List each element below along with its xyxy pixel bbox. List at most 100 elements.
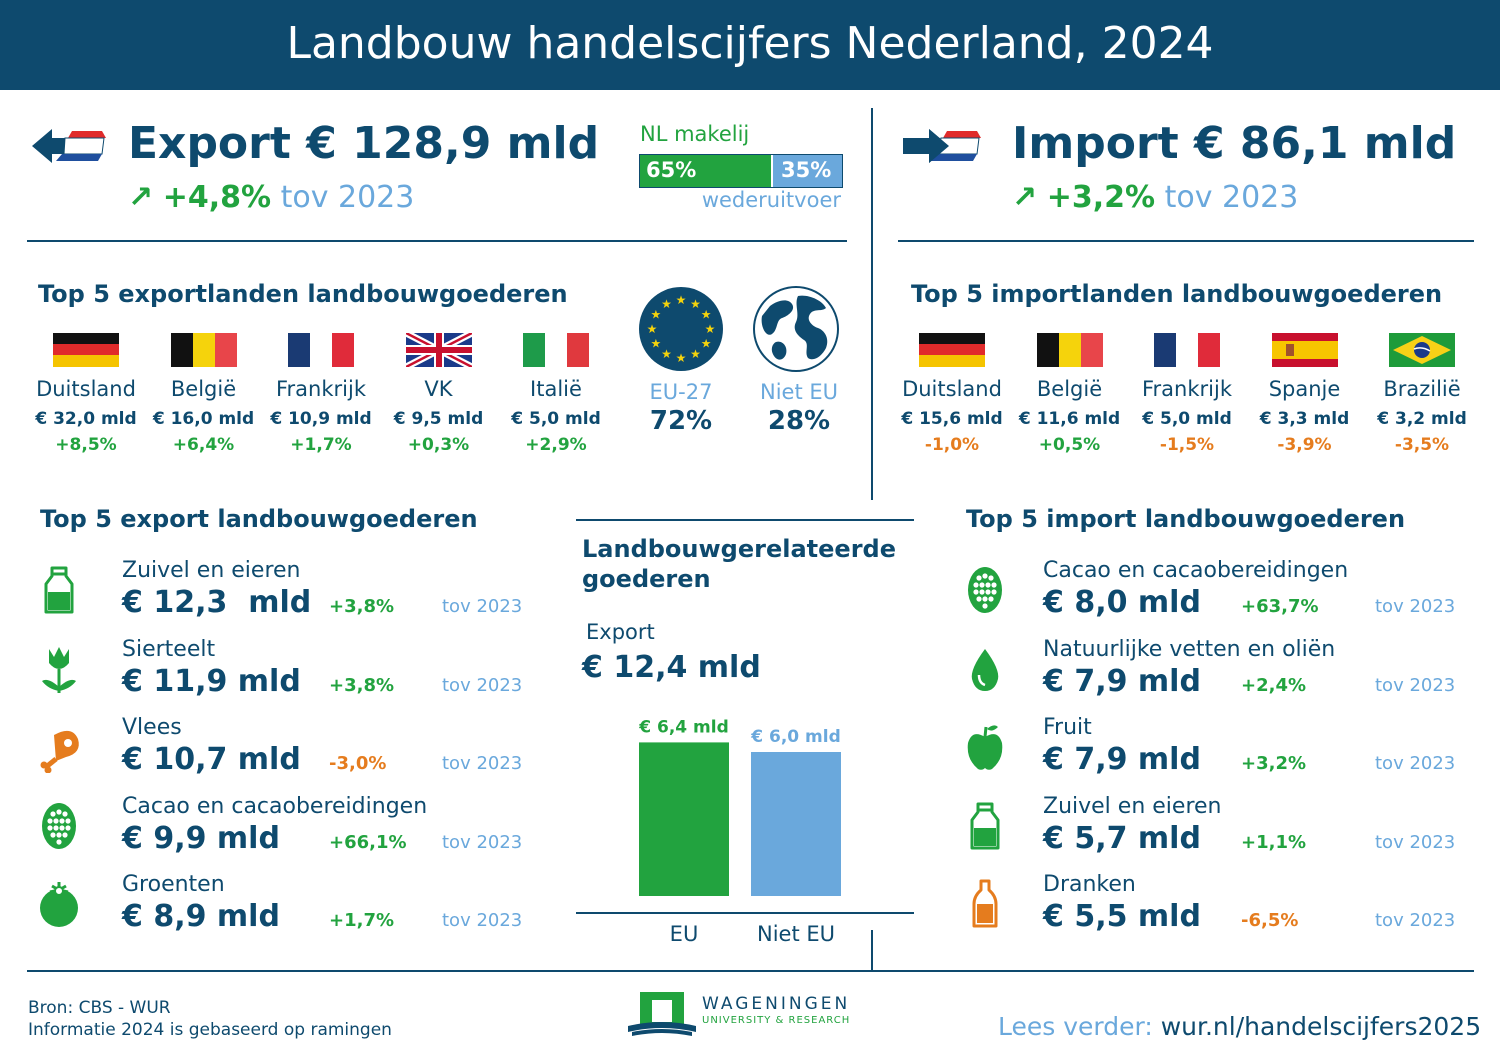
nl-made-pct: 65%	[646, 158, 697, 182]
page-title: Landbouw handelscijfers Nederland, 2024	[286, 18, 1214, 69]
product-label: Cacao en cacaobereidingen	[122, 793, 428, 819]
export-total: Export € 128,9 mld	[128, 118, 600, 169]
product-icon-wrapper	[36, 564, 82, 616]
country-change: +0,5%	[1038, 435, 1101, 455]
country-name: België	[1036, 377, 1103, 401]
tulip-icon	[42, 646, 76, 693]
country-item: Spanje € 3,3 mld -3,9%	[1245, 333, 1365, 455]
product-tov: tov 2023	[442, 596, 523, 617]
read-more-link[interactable]: wur.nl/handelscijfers2025	[1160, 1012, 1482, 1041]
export-change-line: ↗ +4,8% tov 2023	[128, 180, 414, 215]
top5-export-countries-title: Top 5 exportlanden landbouwgoederen	[38, 280, 568, 308]
product-icon-wrapper	[962, 643, 1008, 695]
product-change: -3,0%	[329, 753, 387, 774]
uk-flag	[405, 333, 472, 367]
cacao-pod-icon	[42, 802, 76, 849]
country-value: € 32,0 mld	[35, 409, 137, 429]
reexport-label: wederuitvoer	[701, 188, 841, 212]
apple-icon	[967, 725, 1003, 770]
bar-category-label: Niet EU	[757, 922, 835, 946]
belgium-flag	[170, 333, 237, 367]
product-label: Zuivel en eieren	[1043, 793, 1222, 819]
product-icon-wrapper	[36, 800, 82, 852]
country-item: Italië € 5,0 mld +2,9%	[496, 333, 616, 455]
eu-star: ★	[690, 347, 701, 361]
bar-value-label: € 6,0 mld	[750, 727, 841, 747]
import-tov: tov 2023	[1164, 180, 1299, 215]
country-change: +0,3%	[407, 435, 470, 455]
top5-export-goods-title: Top 5 export landbouwgoederen	[40, 505, 478, 533]
reexport-share-fill: 35%	[773, 155, 842, 187]
tomato-icon	[40, 882, 78, 927]
belgium-flag	[1036, 333, 1103, 367]
eu-star: ★	[701, 337, 712, 351]
product-label: Dranken	[1043, 872, 1136, 897]
product-tov: tov 2023	[1375, 753, 1456, 774]
country-change: +1,7%	[290, 435, 352, 455]
product-value: € 11,9 mld	[122, 663, 301, 699]
country-item: VK € 9,5 mld +0,3%	[379, 333, 499, 455]
france-flag	[1154, 333, 1220, 367]
logo-name: WAGENINGEN	[702, 994, 851, 1014]
related-top-line	[576, 519, 914, 521]
eu-star: ★	[647, 322, 658, 336]
related-export-label: Export	[586, 620, 655, 644]
bar-niet-eu	[751, 752, 841, 896]
divider-vertical-bottom	[871, 930, 873, 972]
product-tov: tov 2023	[1375, 831, 1456, 853]
export-change: +4,8%	[162, 180, 272, 215]
eu-star: ★	[661, 297, 672, 311]
country-name: Frankrijk	[1142, 377, 1232, 401]
product-change: +1,1%	[1241, 831, 1307, 853]
related-title-line2: goederen	[582, 565, 711, 593]
eu-star: ★	[705, 322, 716, 336]
trend-up-icon: ↗	[128, 180, 154, 215]
source-text: Bron: CBS - WUR	[28, 998, 171, 1018]
product-change: +66,1%	[329, 831, 407, 853]
eu-star: ★	[661, 347, 672, 361]
product-tov: tov 2023	[442, 910, 523, 931]
country-value: € 3,2 mld	[1377, 409, 1467, 429]
product-tov: tov 2023	[442, 831, 523, 853]
country-change: -1,5%	[1159, 435, 1215, 455]
divider-footer	[27, 970, 1474, 972]
germany-flag	[919, 333, 985, 367]
country-value: € 9,5 mld	[393, 409, 484, 429]
product-label: Natuurlijke vetten en oliën	[1043, 636, 1336, 662]
country-name: Italië	[530, 377, 582, 401]
product-change: +3,8%	[329, 674, 395, 696]
country-change: +8,5%	[55, 435, 117, 455]
product-icon-wrapper	[36, 643, 82, 695]
country-name: Brazilië	[1383, 377, 1461, 401]
product-icon-wrapper	[962, 878, 1008, 930]
eu-star: ★	[690, 297, 701, 311]
related-goods-bar-chart: € 6,4 mld EU € 6,0 mld Niet EU	[576, 717, 914, 946]
wageningen-logo-icon	[628, 992, 696, 1036]
export-arrow-icon	[32, 129, 106, 163]
country-change: +2,9%	[525, 435, 587, 455]
country-name: VK	[424, 377, 453, 401]
non-eu-pct: 28%	[767, 406, 831, 436]
product-label: Groenten	[122, 872, 225, 897]
milk-bottle-icon	[970, 802, 1000, 849]
product-change: +3,2%	[1241, 753, 1307, 774]
read-more-label: Lees verder:	[998, 1012, 1153, 1041]
milk-bottle-icon	[44, 566, 74, 614]
eu-star: ★	[676, 351, 687, 365]
import-change: +3,2%	[1046, 180, 1156, 215]
country-name: Frankrijk	[276, 377, 366, 401]
eu-star: ★	[651, 337, 662, 351]
product-icon-wrapper	[962, 564, 1008, 616]
product-value: € 12,3 mld	[122, 585, 312, 620]
divider-import	[898, 240, 1474, 242]
product-label: Vlees	[122, 715, 182, 740]
product-icon-wrapper	[962, 800, 1008, 852]
country-name: Duitsland	[36, 377, 136, 401]
eu-flag-icon: ★★★★★★★★★ ★ ★★	[639, 287, 723, 371]
export-tov: tov 2023	[280, 180, 415, 215]
product-value: € 9,9 mld	[122, 820, 280, 856]
product-value: € 8,9 mld	[122, 899, 280, 934]
italy-flag	[523, 333, 589, 367]
country-item: Frankrijk € 5,0 mld -1,5%	[1127, 333, 1247, 455]
product-tov: tov 2023	[1375, 910, 1456, 931]
